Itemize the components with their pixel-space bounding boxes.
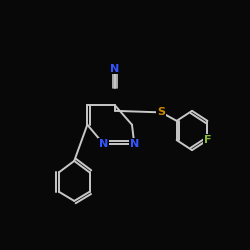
Text: N: N (110, 64, 120, 74)
Text: N: N (99, 139, 108, 149)
Text: F: F (204, 135, 211, 145)
Text: N: N (130, 139, 139, 149)
Text: S: S (157, 108, 165, 118)
